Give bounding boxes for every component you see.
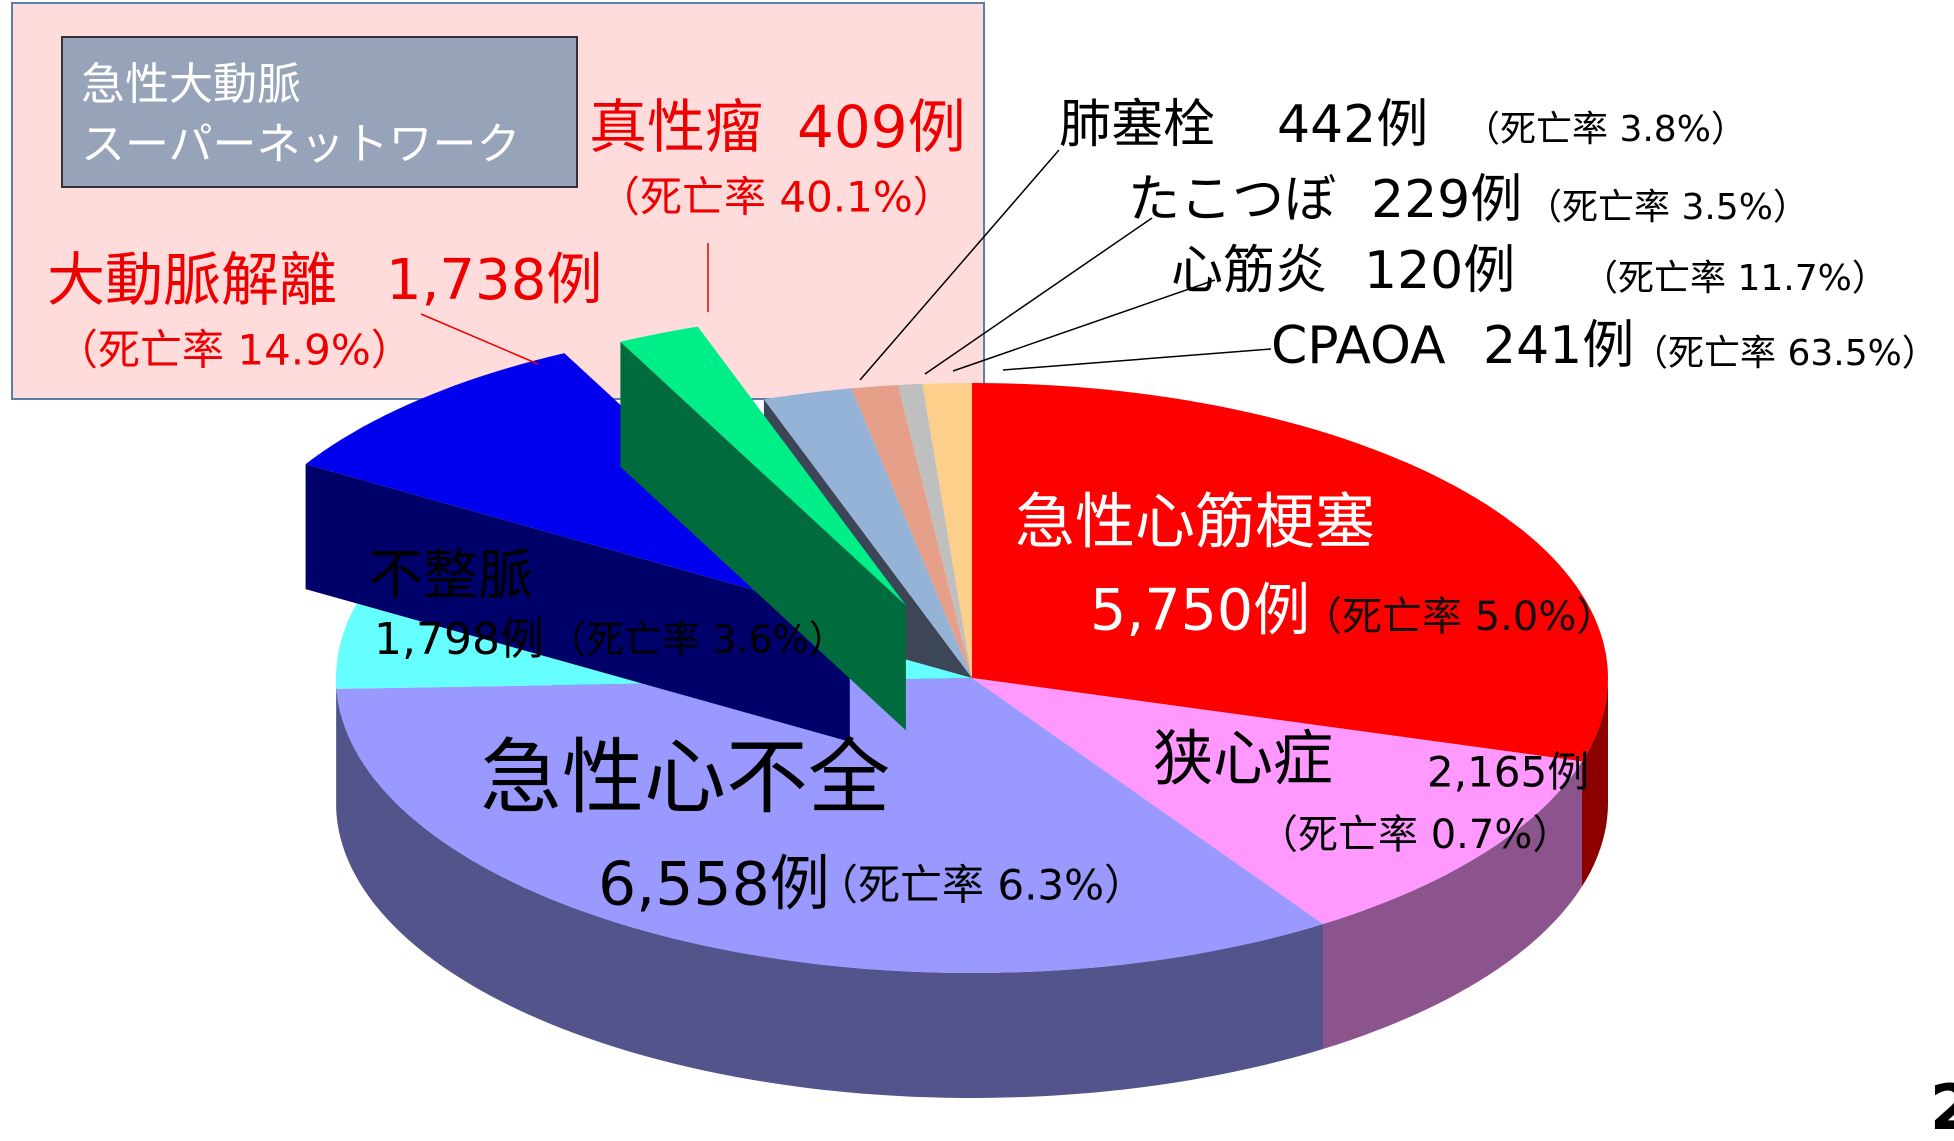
value-label: 1,738例 [386, 248, 602, 313]
slice-side [620, 341, 906, 731]
slice-side [1582, 678, 1608, 887]
rate-label: （死亡率 3.5%） [1526, 187, 1809, 228]
slice [763, 388, 972, 678]
value-label: 229例 [1371, 170, 1522, 230]
slice [922, 383, 972, 678]
leader-line [1002, 348, 1272, 371]
leader-line [420, 313, 539, 365]
slice [972, 678, 1582, 924]
category-label: 急性心不全 [480, 730, 890, 825]
leader-line [952, 279, 1216, 372]
rate-label: （死亡率 0.7%） [1258, 812, 1572, 858]
rate-label: （死亡率 3.8%） [1464, 109, 1747, 150]
category-label: 肺塞栓 [1059, 95, 1215, 155]
slice [972, 383, 1608, 762]
rate-label: （死亡率 40.1%） [598, 173, 955, 222]
slice-side [1323, 761, 1582, 1049]
rate-label: （死亡率 14.9%） [56, 326, 413, 375]
category-label: 真性瘤 [589, 93, 763, 161]
category-label: 急性心筋梗塞 [1015, 488, 1375, 558]
category-label: 不整脈 [368, 543, 533, 607]
leader-line [924, 217, 1153, 375]
category-label: 大動脈解離 [47, 246, 337, 314]
category-label: たこつぼ [1128, 170, 1336, 230]
slice [898, 383, 972, 678]
slice-side [305, 464, 850, 742]
box-title: スーパーネットワーク [81, 119, 521, 170]
value-label: 5,750例 [1090, 578, 1310, 644]
title-box [61, 36, 578, 188]
value-label: 6,558例 [598, 850, 830, 920]
rate-label: （死亡率 5.0%） [1302, 594, 1616, 640]
value-label: 1,798例 [374, 614, 544, 665]
category-label: CPAOA [1271, 316, 1446, 376]
rate-label: （死亡率 6.3%） [816, 861, 1146, 910]
slice-side [336, 688, 1323, 1098]
slice [620, 326, 906, 606]
category-label: 心筋炎 [1171, 241, 1327, 301]
slice [851, 385, 972, 678]
rate-label: （死亡率 11.7%） [1582, 258, 1888, 299]
value-label: 442例 [1277, 95, 1428, 155]
value-label: 409例 [797, 93, 966, 161]
slice [336, 678, 1323, 973]
value-label: 120例 [1364, 241, 1515, 301]
value-label: 241例 [1483, 316, 1634, 376]
box-title: 急性大動脈 [81, 59, 301, 110]
pie [305, 326, 1608, 1098]
leader-lines [420, 149, 1272, 381]
leader-line [859, 149, 1060, 381]
category-label: 狭心症 [1153, 725, 1333, 795]
rate-label: （死亡率 63.5%） [1632, 333, 1938, 374]
labels: 急性心筋梗塞 5,750例（死亡率 5.0%） 狭心症 2,165例 （死亡率 0.7%… [47, 93, 1938, 919]
rate-label: （死亡率 3.6%） [548, 618, 847, 662]
page-number: 2 [1930, 1071, 1954, 1141]
value-label: 2,165例 [1427, 748, 1589, 797]
